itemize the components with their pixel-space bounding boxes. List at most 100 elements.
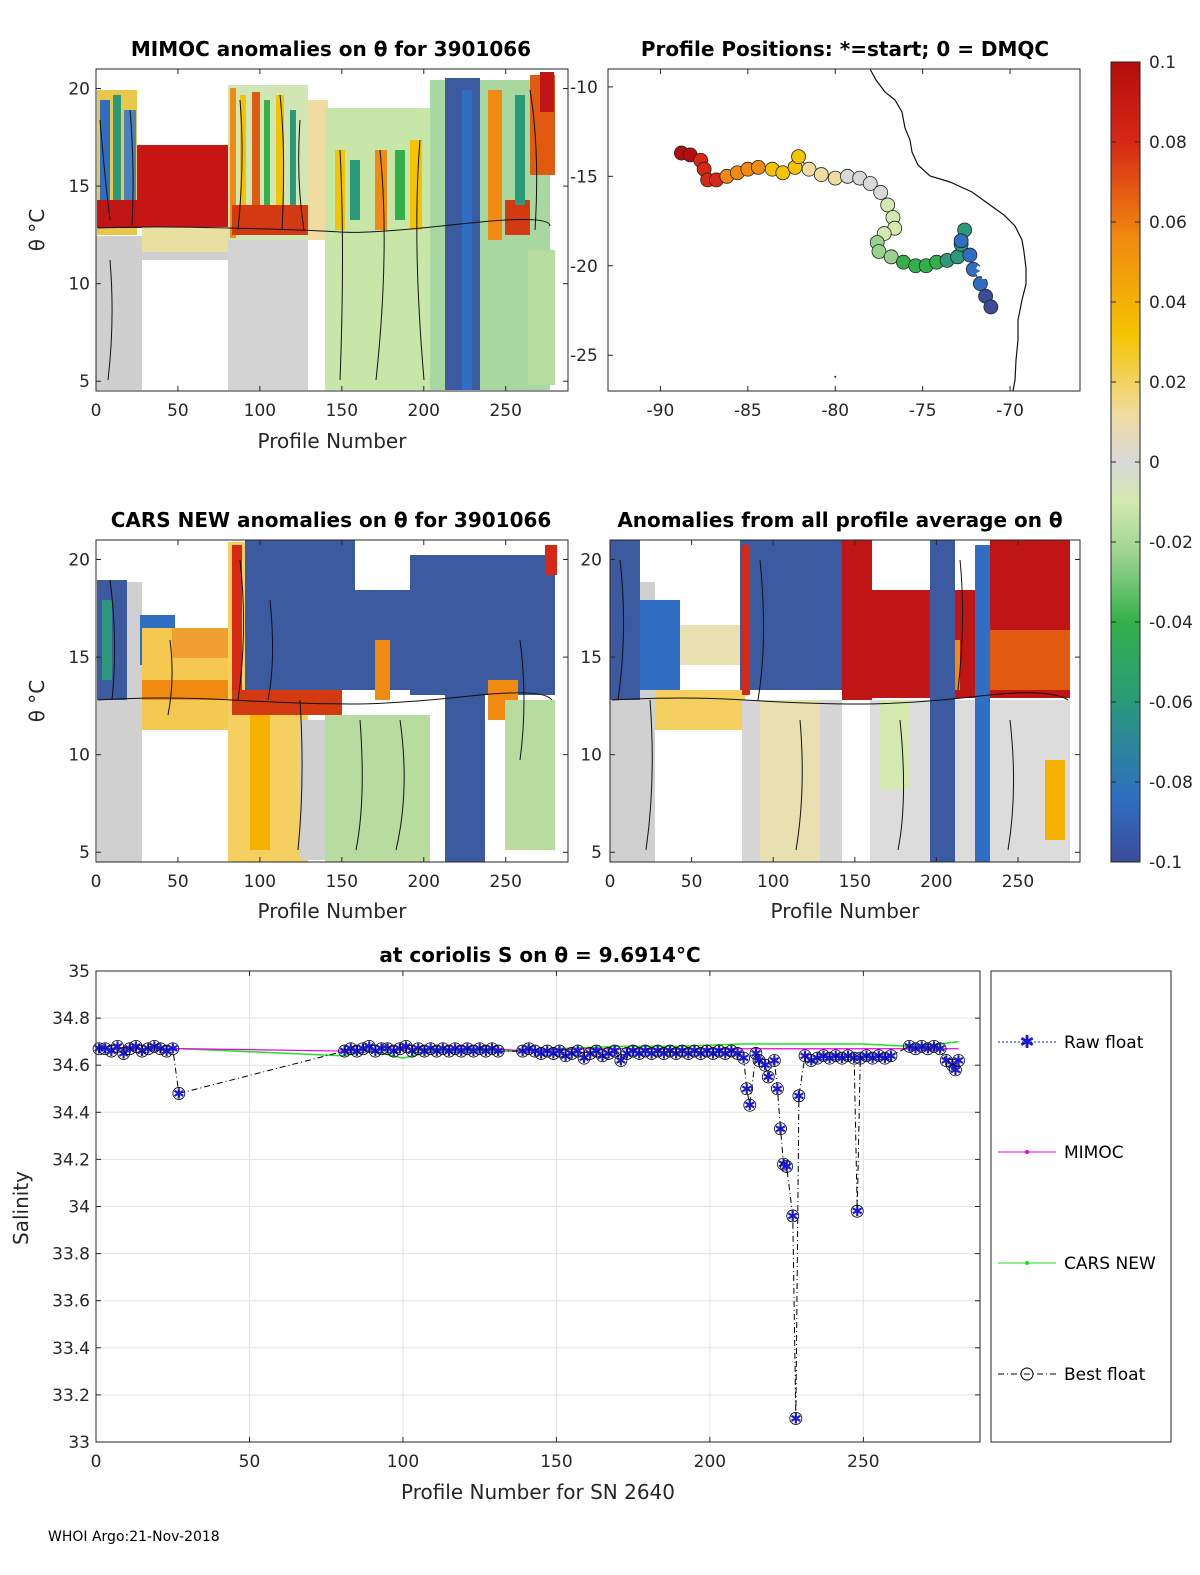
legend-entry-cars-new: CARS NEW: [998, 1254, 1156, 1274]
raw-float-point: ✱: [566, 1046, 578, 1062]
best-float-point: [98, 1042, 112, 1056]
best-float-point: [608, 1044, 622, 1058]
raw-float-point: ✱: [480, 1044, 492, 1060]
raw-float-point: ✱: [468, 1044, 480, 1060]
track-point: [965, 261, 981, 277]
raw-float-point: ✱: [124, 1042, 136, 1058]
best-float-point: [491, 1044, 505, 1058]
track-point: [962, 247, 978, 263]
track-point: [883, 249, 899, 265]
cars-x-tick-label: 0: [91, 872, 102, 892]
best-float-point: [602, 1047, 615, 1060]
average-x-axis-label: Profile Number: [771, 899, 921, 923]
cars-x-axis-label: Profile Number: [258, 899, 408, 923]
raw-float-point: ✱: [744, 1098, 756, 1114]
raw-float-point: ✱: [778, 1157, 790, 1173]
best-float-point: [485, 1042, 499, 1056]
salinity-x-tick-label: 150: [540, 1452, 572, 1472]
track-point: [953, 233, 969, 249]
average-y-tick-label: 20: [580, 551, 602, 571]
best-float-point: [777, 1157, 790, 1171]
cars-panel-title: CARS NEW anomalies on θ for 3901066: [111, 508, 552, 532]
salinity-y-tick-label: 34.6: [52, 1056, 90, 1076]
salinity-y-tick-label: 34: [68, 1198, 90, 1218]
raw-float-point: ✱: [775, 1122, 787, 1138]
salinity-y-axis-label: Salinity: [9, 1171, 33, 1245]
track-point: [840, 168, 855, 184]
raw-float-point: ✱: [732, 1046, 744, 1062]
best-float-point: [740, 1082, 754, 1096]
positions-x-tick-label: -75: [909, 401, 937, 421]
raw-float-point: ✱: [535, 1046, 547, 1062]
best-float-point: [160, 1044, 173, 1058]
raw-float-point: ✱: [879, 1051, 891, 1067]
float-track: ✱: [674, 145, 999, 378]
best-float-point: [522, 1042, 536, 1056]
track-point: [801, 161, 817, 177]
best-float-point: [847, 1051, 861, 1065]
salinity-x-tick-label: 200: [694, 1452, 726, 1472]
raw-float-point: ✱: [781, 1159, 793, 1175]
series-best-float-line: [99, 1045, 959, 1419]
cars-y-tick-label: 20: [68, 551, 90, 571]
raw-float-point: ✱: [750, 1046, 762, 1062]
average-x-tick-label: 250: [1002, 872, 1034, 892]
best-float-point: [565, 1047, 579, 1060]
average-x-ticks: 0 50 100 150 200 250: [605, 540, 1034, 892]
best-float-point: [356, 1042, 370, 1056]
raw-float-point: ✱: [799, 1049, 811, 1065]
best-float-point: [850, 1204, 864, 1218]
raw-float-point: ✱: [885, 1049, 897, 1065]
salinity-y-tick-label: 34.4: [52, 1103, 90, 1123]
raw-float-point: ✱: [646, 1046, 658, 1062]
raw-float-point: ✱: [517, 1044, 529, 1060]
cars-x-tick-label: 100: [244, 872, 276, 892]
best-float-point: [841, 1049, 855, 1063]
track-point: [775, 165, 791, 181]
average-panel-title: Anomalies from all profile average on θ: [617, 508, 1062, 532]
raw-float-point: ✱: [719, 1046, 731, 1062]
raw-float-point: ✱: [950, 1063, 962, 1079]
colorbar-tick-label: 0.06: [1149, 213, 1187, 233]
mimoc-x-tick-label: 50: [167, 401, 189, 421]
cars-x-tick-label: 50: [167, 872, 189, 892]
positions-x-tick-label: -80: [821, 401, 849, 421]
best-float-point: [789, 1412, 803, 1425]
salinity-y-ticks: 33 33.2 33.4 33.6 33.8 34 34.2 34.4 34.6 34.8 35: [52, 962, 980, 1453]
raw-float-point: ✱: [793, 1089, 805, 1105]
track-point: [983, 299, 999, 315]
svg-text:✱: ✱: [1019, 1032, 1034, 1053]
best-float-point: [166, 1042, 180, 1056]
cars-contours: [97, 559, 553, 851]
best-float-point: [933, 1042, 947, 1056]
best-float-point: [743, 1098, 757, 1112]
raw-float-point: ✱: [824, 1051, 836, 1067]
track-point: [750, 159, 766, 175]
cars-y-axis-label: θ °C: [25, 680, 49, 723]
raw-float-point: ✱: [768, 1053, 780, 1069]
mimoc-x-ticks: 0 50 100 150 200 250: [91, 69, 522, 421]
best-float-point: [737, 1051, 751, 1065]
track-point: [871, 244, 887, 259]
best-float-point: [878, 1051, 892, 1065]
salinity-y-tick-label: 34.2: [52, 1150, 90, 1170]
mimoc-x-tick-label: 150: [326, 401, 358, 421]
raw-float-point: ✱: [934, 1042, 946, 1058]
average-plot-frame: [609, 539, 1081, 863]
raw-float-point: ✱: [443, 1044, 455, 1060]
raw-float-point: ✱: [173, 1086, 185, 1102]
best-float-point: [368, 1044, 382, 1058]
mimoc-y-tick-label: 15: [68, 177, 90, 197]
legend-box: [990, 970, 1172, 1443]
raw-float-point: ✱: [560, 1049, 572, 1065]
track-point: [827, 170, 843, 186]
salinity-x-tick-label: 0: [91, 1452, 102, 1472]
raw-float-point: ✱: [597, 1049, 609, 1065]
raw-float-point: ✱: [363, 1039, 375, 1055]
island-marker: [834, 375, 837, 378]
raw-float-point: ✱: [431, 1044, 443, 1060]
positions-x-tick-label: -90: [647, 401, 675, 421]
raw-float-point: ✱: [547, 1046, 559, 1062]
raw-float-point: ✱: [670, 1046, 682, 1062]
